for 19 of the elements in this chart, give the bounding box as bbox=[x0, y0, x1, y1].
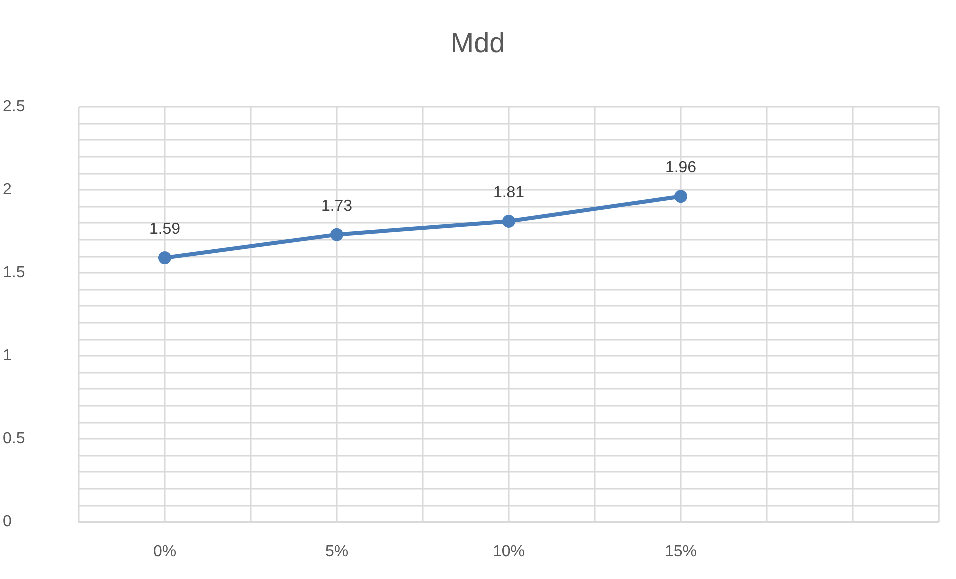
point bbox=[502, 215, 516, 228]
x-tick-label: 15% bbox=[664, 544, 698, 560]
y-tick-label: 2.5 bbox=[3, 98, 26, 116]
y-tick-label: 1.5 bbox=[3, 264, 26, 282]
y-tick-label: 1 bbox=[3, 348, 12, 364]
chart-title: Mdd bbox=[450, 28, 506, 58]
x-tick-label: 10% bbox=[492, 544, 526, 560]
point bbox=[330, 228, 344, 242]
data-label: 1.73 bbox=[321, 198, 353, 215]
x-tick-label: 0% bbox=[153, 544, 177, 560]
x-tick-label: 5% bbox=[325, 544, 349, 560]
y-tick-label: 0.5 bbox=[3, 430, 26, 448]
y-tick-label: 0 bbox=[3, 514, 12, 530]
data-label: 1.59 bbox=[149, 221, 181, 238]
data-label: 1.81 bbox=[493, 184, 525, 202]
data-label: 1.96 bbox=[665, 160, 697, 177]
point bbox=[674, 190, 688, 204]
point bbox=[158, 252, 172, 265]
y-tick-label: 2 bbox=[3, 182, 12, 198]
